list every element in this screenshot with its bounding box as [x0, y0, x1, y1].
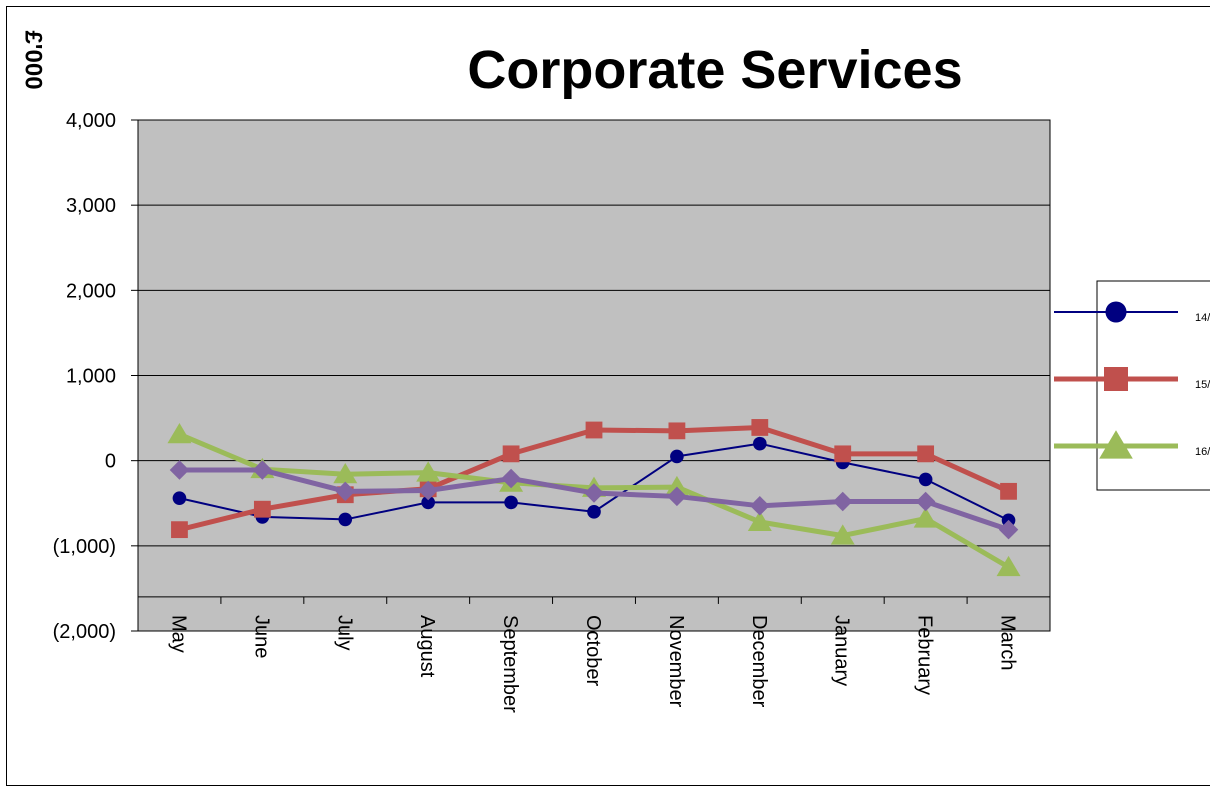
y-tick-label: 1,000: [66, 366, 116, 388]
data-point: [169, 460, 190, 480]
x-tick-label: August: [416, 615, 438, 678]
data-point: [171, 521, 188, 539]
y-tick-label: 0: [105, 451, 116, 473]
data-point: [585, 421, 603, 439]
data-point: [1099, 430, 1133, 459]
data-point: [338, 512, 353, 527]
data-point: [416, 461, 441, 482]
y-tick-label: (1,000): [53, 536, 116, 558]
data-point: [670, 449, 684, 464]
x-tick-label: December: [748, 615, 770, 708]
x-tick-label: October: [582, 615, 604, 686]
data-point: [996, 555, 1021, 577]
series: [172, 436, 1016, 528]
y-tick-label: 3,000: [66, 195, 116, 217]
data-point: [751, 419, 769, 436]
data-point: [421, 495, 436, 510]
data-point: [504, 495, 518, 510]
grid-lines: [138, 119, 1050, 547]
data-point: [752, 436, 767, 451]
chart-title: Corporate Services: [467, 40, 962, 100]
data-point: [172, 491, 187, 505]
data-point: [1105, 301, 1127, 323]
x-tick-label: February: [914, 615, 936, 695]
y-tick-label: 2,000: [66, 280, 116, 302]
y-tick-label: (2,000): [53, 621, 116, 643]
x-tick-label: July: [333, 615, 355, 651]
data-point: [333, 463, 358, 484]
data-point: [834, 445, 852, 463]
data-point: [501, 468, 521, 489]
data-point: [252, 460, 273, 480]
axes: 4,000 3,000 2,000 1,000 0 (1,000) (2,000) May Ju…: [53, 110, 1051, 713]
data-point: [253, 500, 271, 518]
chart: Corporate Services £'000 4,000 3,000 2,000…: [20, 30, 1210, 713]
y-axis-label: £'000: [20, 30, 47, 89]
y-tick-label: 4,000: [66, 110, 116, 132]
data-point: [587, 504, 601, 519]
x-tick-label: May: [167, 615, 189, 653]
data-point: [502, 445, 520, 463]
data-point: [832, 491, 853, 512]
x-tick-label: January: [831, 615, 853, 686]
data-point: [664, 475, 689, 497]
data-point: [998, 519, 1019, 540]
series: [169, 460, 1019, 540]
data-point: [1000, 482, 1017, 500]
legend-label: 15/: [1195, 379, 1210, 391]
data-point: [918, 472, 933, 487]
data-point: [1104, 367, 1128, 391]
legend-label: 16/: [1195, 446, 1210, 458]
data-point: [747, 510, 772, 531]
data-point: [167, 423, 192, 444]
data-point: [584, 483, 604, 503]
data-point: [668, 422, 686, 440]
data-point: [917, 445, 935, 463]
series-lines: [167, 419, 1021, 577]
x-tick-label: September: [499, 615, 521, 713]
data-point: [335, 481, 356, 502]
legend: 14/15/16/: [1054, 280, 1210, 491]
x-tick-label: March: [997, 615, 1019, 671]
x-tick-label: November: [665, 615, 687, 708]
legend-label: 14/: [1195, 312, 1210, 324]
data-point: [913, 507, 938, 528]
data-point: [750, 496, 770, 516]
x-tick-label: June: [250, 615, 272, 658]
data-point: [418, 480, 438, 501]
data-point: [830, 524, 855, 545]
data-point: [667, 486, 687, 507]
data-point: [915, 491, 936, 512]
